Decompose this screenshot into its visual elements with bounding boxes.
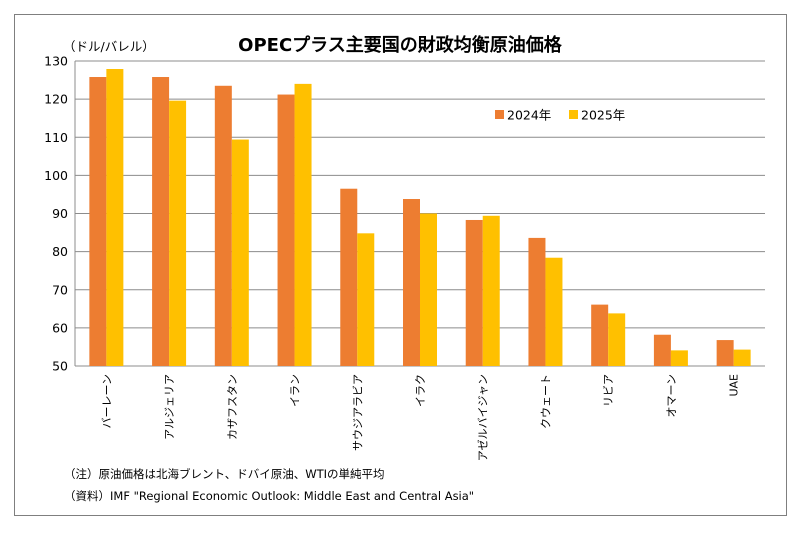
legend-swatch [495,110,504,119]
bar [403,199,420,366]
bar [465,219,483,366]
bar [608,313,626,366]
bar [357,233,375,366]
y-tick-label: 120 [44,92,68,107]
legend: 2024年 2025年 [495,108,625,123]
bar [716,340,734,366]
x-axis-ticks: バーレーン アルジェリア カザフスタン イラン サウジアラビア イラク アゼルバイジャン クウ… [100,374,740,461]
x-tick-label: アゼルバイジャン [477,374,490,461]
x-tick-label: クウェート [539,374,552,429]
bar [653,334,671,366]
bar [214,85,232,366]
bar [152,77,170,366]
bar [106,69,124,366]
bar [545,257,563,366]
chart-title: OPECプラス主要国の財政均衡原油価格 [238,34,563,56]
y-tick-label: 70 [52,282,68,297]
bar [277,94,295,367]
bar [482,215,500,366]
bar [169,100,187,367]
x-tick-label: サウジアラビア [351,374,364,451]
y-tick-label: 130 [44,54,68,69]
chart-source: （資料）IMF "Regional Economic Outlook: Midd… [64,489,475,503]
y-tick-label: 50 [52,359,68,374]
bar [420,213,437,366]
bar [231,139,249,366]
bar [294,83,312,366]
y-tick-label: 90 [52,206,68,221]
bar [591,304,609,366]
x-tick-label: バーレーン [100,374,113,428]
legend-label: 2025年 [581,108,625,123]
x-tick-label: リビア [602,374,615,407]
bar [528,237,546,366]
gridlines [74,60,765,367]
bar [89,77,107,366]
y-tick-label: 80 [52,244,68,259]
y-tick-label: 110 [44,130,68,145]
bar [733,349,751,366]
bar [670,350,688,366]
y-tick-label: 60 [52,320,68,335]
x-tick-label: オマーン [665,374,678,417]
bars [89,69,751,367]
legend-label: 2024年 [507,108,551,123]
bar [340,188,358,366]
chart-note: （注）原油価格は北海ブレント、ドバイ原油、WTIの単純平均 [64,467,385,481]
x-tick-label: イラク [414,374,427,407]
x-tick-label: UAE [728,374,741,397]
y-axis-unit-label: （ドル/バレル） [63,39,155,54]
x-tick-label: カザフスタン [226,374,239,440]
x-tick-label: アルジェリア [163,374,176,440]
chart-frame [14,14,787,516]
legend-swatch [569,110,578,119]
y-axis-ticks: 50 60 70 80 90 100 110 120 130 [44,54,68,374]
y-tick-label: 100 [44,168,68,183]
x-tick-label: イラン [289,374,302,407]
